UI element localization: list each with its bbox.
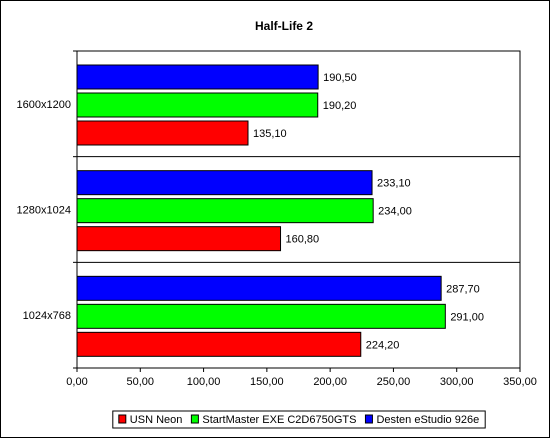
bars bbox=[76, 64, 446, 357]
bar-2-1 bbox=[76, 92, 319, 118]
value-labels: 190,50 190,20 135,10 233,10 234,00 160,80 287,… bbox=[253, 72, 484, 351]
bar-1-2 bbox=[76, 170, 373, 196]
bar-2-3 bbox=[76, 303, 446, 329]
value-label: 234,00 bbox=[378, 206, 412, 218]
x-tick-label: 100,00 bbox=[187, 376, 221, 388]
x-tick-label: 250,00 bbox=[377, 376, 411, 388]
legend-box bbox=[112, 410, 486, 429]
value-label: 160,80 bbox=[286, 234, 320, 246]
y-axis: 1600x1200 1280x1024 1024x768 bbox=[17, 50, 77, 369]
x-axis: 0,00 50,00 100,00 150,00 200,00 250,00 300,00 3… bbox=[66, 368, 537, 388]
x-tick-label: 150,00 bbox=[250, 376, 284, 388]
value-label: 135,10 bbox=[253, 128, 287, 140]
legend-swatch bbox=[364, 414, 373, 424]
bar-2-2 bbox=[76, 198, 374, 224]
x-tick-label: 0,00 bbox=[66, 376, 87, 388]
category-label: 1024x768 bbox=[23, 310, 71, 322]
legend-label: StartMaster EXE C2D6750GTS bbox=[202, 414, 356, 426]
legend-swatch bbox=[190, 414, 199, 424]
value-label: 190,50 bbox=[323, 72, 357, 84]
bar-3-1 bbox=[76, 120, 249, 146]
chart-title: Half-Life 2 bbox=[255, 19, 313, 33]
bar-1-1 bbox=[76, 64, 319, 90]
legend: USN Neon StartMaster EXE C2D6750GTS Desten… bbox=[112, 410, 486, 429]
x-tick-label: 200,00 bbox=[313, 376, 347, 388]
x-tick-label: 350,00 bbox=[503, 376, 537, 388]
bar-1-3 bbox=[76, 275, 442, 301]
bar-3-2 bbox=[76, 226, 282, 252]
value-label: 224,20 bbox=[366, 339, 400, 351]
x-tick-label: 300,00 bbox=[440, 376, 474, 388]
x-tick-label: 50,00 bbox=[127, 376, 155, 388]
value-label: 291,00 bbox=[450, 311, 484, 323]
category-label: 1280x1024 bbox=[17, 205, 71, 217]
legend-swatch bbox=[118, 414, 127, 424]
legend-label: Desten eStudio 926e bbox=[376, 414, 479, 426]
value-label: 190,20 bbox=[323, 100, 357, 112]
value-label: 287,70 bbox=[446, 283, 480, 295]
bar-3-3 bbox=[76, 331, 362, 357]
category-separators bbox=[77, 156, 520, 263]
legend-label: USN Neon bbox=[130, 414, 183, 426]
value-label: 233,10 bbox=[377, 178, 411, 190]
category-label: 1600x1200 bbox=[17, 99, 71, 111]
